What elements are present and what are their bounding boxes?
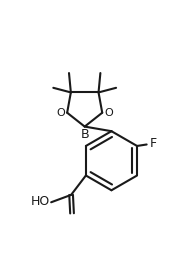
Text: B: B bbox=[81, 128, 89, 141]
Text: HO: HO bbox=[31, 195, 50, 208]
Text: O: O bbox=[57, 108, 65, 118]
Text: F: F bbox=[149, 137, 157, 150]
Text: O: O bbox=[104, 108, 113, 118]
